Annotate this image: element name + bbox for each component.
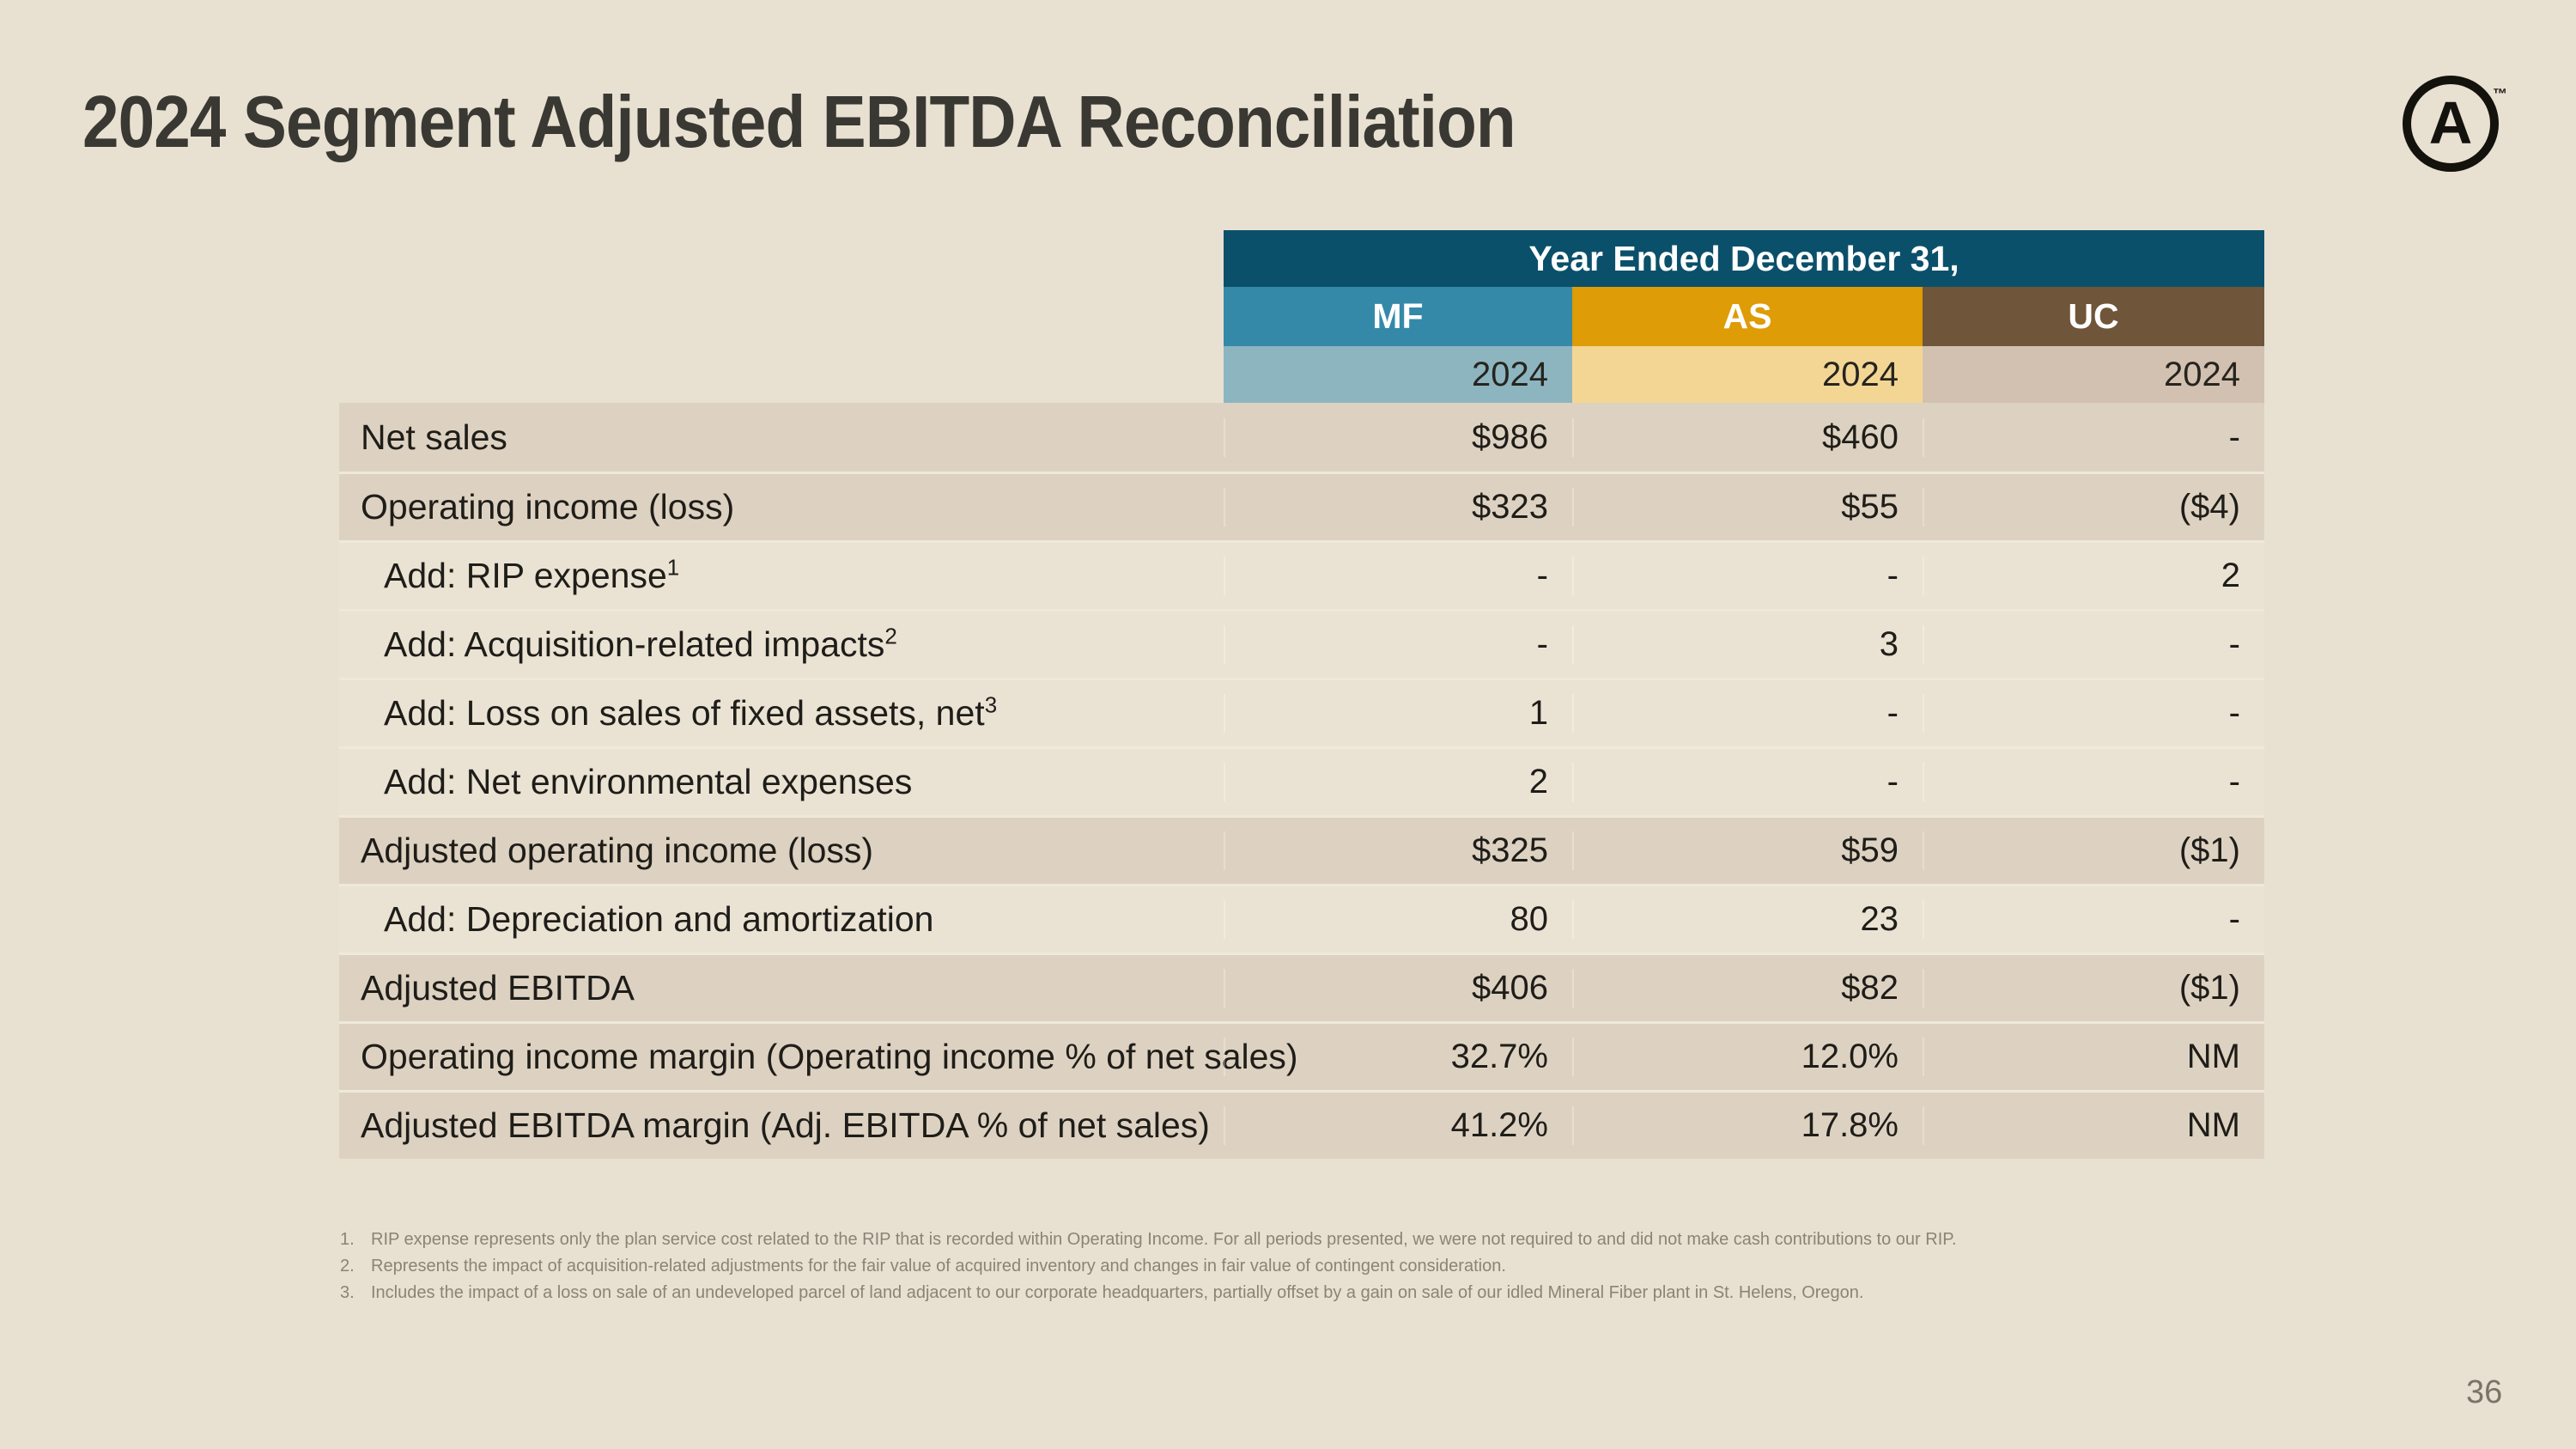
table-row: Add: Acquisition-related impacts2-3- xyxy=(339,609,2264,678)
cell-value: $325 xyxy=(1224,831,1572,870)
year-cell-as: 2024 xyxy=(1572,346,1923,403)
table-row: Operating income (loss) $323 $55 ($4) xyxy=(339,472,2264,540)
segment-header-cell-as: AS xyxy=(1572,287,1923,346)
cell-value: - xyxy=(1572,557,1923,595)
footnote-item: 1. RIP expense represents only the plan s… xyxy=(340,1227,1957,1253)
cell-value: - xyxy=(1224,625,1572,664)
cell-value: 2 xyxy=(1923,557,2264,595)
row-label: Adjusted EBITDA margin (Adj. EBITDA % of… xyxy=(339,1105,1224,1146)
segment-header-cell-mf: MF xyxy=(1224,287,1572,346)
cell-value: - xyxy=(1923,900,2264,939)
trademark-symbol: ™ xyxy=(2493,86,2507,102)
row-label-text: Add: Loss on sales of fixed assets, net xyxy=(384,693,985,733)
cell-value: - xyxy=(1572,694,1923,733)
footnote-text: RIP expense represents only the plan ser… xyxy=(371,1230,1957,1249)
cell-value: $82 xyxy=(1572,969,1923,1008)
cell-value: $55 xyxy=(1572,488,1923,527)
table-row: Adjusted EBITDA margin (Adj. EBITDA % of… xyxy=(339,1090,2264,1159)
segment-header-row: MF AS UC xyxy=(1224,287,2264,346)
row-label-text: Adjusted operating income (loss) xyxy=(361,831,874,870)
cell-value: 12.0% xyxy=(1572,1038,1923,1076)
cell-value: - xyxy=(1923,417,2264,457)
row-label: Adjusted EBITDA xyxy=(339,968,1224,1008)
cell-value: $323 xyxy=(1224,488,1572,527)
cell-value: 32.7% xyxy=(1224,1038,1572,1076)
table-row: Add: RIP expense1- -2 xyxy=(339,540,2264,609)
cell-value: - xyxy=(1923,694,2264,733)
segment-header-cell-uc: UC xyxy=(1923,287,2264,346)
cell-value: $59 xyxy=(1572,831,1923,870)
footnotes: 1. RIP expense represents only the plan s… xyxy=(340,1227,1957,1306)
table-row: Add: Loss on sales of fixed assets, net3… xyxy=(339,678,2264,746)
cell-value: 2 xyxy=(1224,763,1572,801)
footnote-item: 2. Represents the impact of acquisition-r… xyxy=(340,1253,1957,1280)
row-label-text: Adjusted EBITDA xyxy=(361,968,635,1008)
company-logo-icon: A ™ xyxy=(2403,76,2507,172)
cell-value: 41.2% xyxy=(1224,1106,1572,1145)
cell-value: - xyxy=(1224,557,1572,595)
cell-value: ($4) xyxy=(1923,488,2264,527)
row-label-text: Adjusted EBITDA margin (Adj. EBITDA % of… xyxy=(361,1105,1210,1145)
cell-value: 80 xyxy=(1224,900,1572,939)
row-label: Adjusted operating income (loss) xyxy=(339,831,1224,871)
cell-value: 1 xyxy=(1224,694,1572,733)
cell-value: 23 xyxy=(1572,900,1923,939)
cell-value: NM xyxy=(1923,1038,2264,1076)
row-label-text: Operating income margin (Operating incom… xyxy=(361,1037,1298,1076)
row-label: Add: Loss on sales of fixed assets, net3 xyxy=(339,693,1224,734)
table-row: Net sales $986 $460- xyxy=(339,403,2264,472)
row-label: Operating income margin (Operating incom… xyxy=(339,1037,1298,1077)
table-header-year-ended: Year Ended December 31, xyxy=(1224,230,2264,287)
table-row: Adjusted EBITDA $406 $82 ($1) xyxy=(339,953,2264,1021)
cell-value: - xyxy=(1572,763,1923,801)
table-row: Adjusted operating income (loss) $325 $59(… xyxy=(339,815,2264,884)
table-body: Net sales $986 $460- Operating income (loss… xyxy=(339,403,2264,1159)
page-title: 2024 Segment Adjusted EBITDA Reconciliat… xyxy=(82,82,1516,163)
cell-value: 17.8% xyxy=(1572,1106,1923,1145)
footnote-number: 1. xyxy=(340,1230,355,1249)
cell-value: 3 xyxy=(1572,625,1923,664)
footnote-item: 3. Includes the impact of a loss on sale … xyxy=(340,1280,1957,1306)
footnote-text: Includes the impact of a loss on sale of… xyxy=(371,1283,1864,1302)
year-cell-uc: 2024 xyxy=(1923,346,2264,403)
footnote-text: Represents the impact of acquisition-rel… xyxy=(371,1257,1506,1275)
footnote-number: 2. xyxy=(340,1257,355,1275)
row-label-text: Net sales xyxy=(361,417,507,457)
table-row: Operating income margin (Operating incom… xyxy=(339,1021,2264,1090)
row-label: Add: RIP expense1 xyxy=(339,556,1224,596)
row-label: Net sales xyxy=(339,417,1224,458)
logo-letter: A xyxy=(2428,89,2473,156)
table-row: Add: Net environmental expenses 2- - xyxy=(339,746,2264,815)
row-label-text: Add: Depreciation and amortization xyxy=(384,899,934,939)
cell-value: $406 xyxy=(1224,969,1572,1008)
footnote-ref: 2 xyxy=(884,623,897,649)
footnote-number: 3. xyxy=(340,1283,355,1302)
row-label-text: Add: Acquisition-related impacts xyxy=(384,624,885,664)
cell-value: ($1) xyxy=(1923,831,2264,870)
year-cell-mf: 2024 xyxy=(1224,346,1572,403)
year-header-row: 2024 2024 2024 xyxy=(1224,346,2264,403)
cell-value: $986 xyxy=(1224,417,1572,457)
cell-value: - xyxy=(1923,763,2264,801)
row-label: Add: Depreciation and amortization xyxy=(339,899,1224,940)
footnote-ref: 3 xyxy=(984,691,998,718)
row-label: Add: Acquisition-related impacts2 xyxy=(339,624,1224,665)
row-label: Operating income (loss) xyxy=(339,487,1224,527)
row-label-text: Add: RIP expense xyxy=(384,556,667,595)
cell-value: - xyxy=(1923,625,2264,664)
footnote-ref: 1 xyxy=(666,554,680,581)
page-number: 36 xyxy=(2466,1374,2503,1410)
row-label-text: Add: Net environmental expenses xyxy=(384,762,913,801)
cell-value: NM xyxy=(1923,1106,2264,1145)
cell-value: ($1) xyxy=(1923,969,2264,1008)
row-label-text: Operating income (loss) xyxy=(361,487,735,527)
row-label: Add: Net environmental expenses xyxy=(339,762,1224,802)
table-row: Add: Depreciation and amortization 80 23- xyxy=(339,884,2264,953)
segment-ebitda-table: Year Ended December 31, MF AS UC 2024 2024 2… xyxy=(339,230,2264,1159)
cell-value: $460 xyxy=(1572,417,1923,457)
